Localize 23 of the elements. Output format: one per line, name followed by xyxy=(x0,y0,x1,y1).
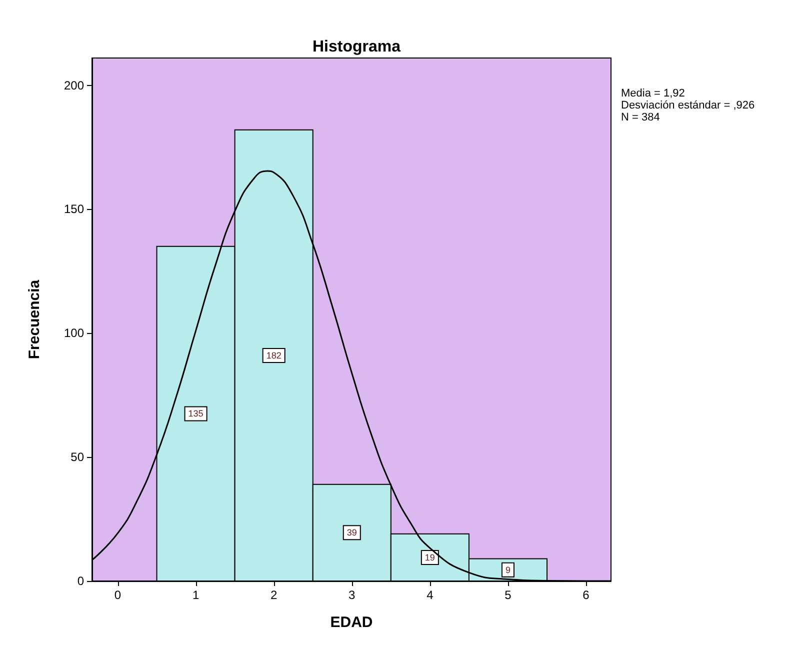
data-label: 9 xyxy=(505,564,510,575)
text: Media = 1,92 xyxy=(621,88,685,100)
data-label: 39 xyxy=(346,528,357,538)
y-axis-title: Frecuencia xyxy=(26,279,43,360)
y-tick-label: 0 xyxy=(77,574,84,588)
data-label: 135 xyxy=(188,408,204,419)
y-tick-label: 100 xyxy=(64,326,84,340)
x-tick-label: 5 xyxy=(504,588,512,602)
data-label: 19 xyxy=(424,552,435,562)
x-tick-label: 4 xyxy=(426,588,434,602)
x-tick-label: 6 xyxy=(582,588,590,602)
data-label: 182 xyxy=(266,350,282,360)
y-tick-label: 150 xyxy=(64,202,84,216)
x-tick-label: 1 xyxy=(192,588,200,602)
y-tick-label: 200 xyxy=(64,78,84,92)
x-tick-label: 3 xyxy=(348,588,356,602)
text: N = 384 xyxy=(621,112,660,124)
x-axis-title: EDAD xyxy=(330,614,373,631)
x-tick-label: 0 xyxy=(114,588,122,602)
text: Desviación estándar = ,926 xyxy=(621,100,755,112)
x-tick-label: 2 xyxy=(270,588,278,602)
chart-title: Histograma xyxy=(312,38,401,56)
y-tick-label: 50 xyxy=(70,450,84,464)
